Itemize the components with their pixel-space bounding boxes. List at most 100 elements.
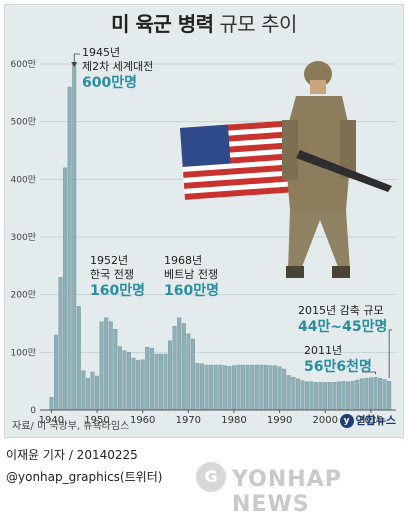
bar (346, 381, 351, 411)
x-tick-label: 1970 (176, 415, 201, 426)
bar (273, 365, 278, 411)
bar (268, 365, 273, 411)
leader-ww2 (73, 53, 80, 62)
agency-logo: y 연합뉴스 (339, 412, 396, 428)
bar (327, 382, 332, 411)
leader-2015 (388, 329, 392, 379)
reporter-credit: 이재윤 기자 / 20140225 (6, 448, 138, 462)
bar (204, 364, 209, 411)
bar (122, 350, 127, 411)
bar (318, 382, 323, 411)
bar (149, 348, 154, 411)
annotation-korea-value: 160만명 (90, 283, 145, 299)
y-tick-label: 300만 (11, 232, 36, 243)
title-light: 규모 추이 (219, 12, 297, 36)
bar (250, 364, 255, 411)
bar (63, 167, 68, 411)
bar (300, 380, 305, 411)
annotation-2011-value: 56만6천명 (304, 359, 372, 375)
bar (364, 378, 369, 411)
annotation-ww2-year: 1945년 (82, 46, 121, 59)
annotation-2015-label: 2015년 감축 규모 (298, 304, 384, 317)
bar (72, 63, 77, 411)
agency-name: 연합뉴스 (355, 414, 396, 427)
annotation-leaders (71, 53, 392, 379)
annotation-vietnam-event: 베트남 전쟁 (164, 268, 219, 281)
bar (67, 86, 72, 411)
soldier-icon (282, 61, 392, 278)
bar (81, 370, 86, 411)
bar (236, 364, 241, 411)
annotation-vietnam-year: 1968년 (164, 254, 203, 267)
annotation-ww2-event: 제2차 세계대전 (82, 60, 154, 73)
bar (140, 359, 145, 411)
arrow-ww2 (71, 62, 78, 67)
bar (222, 365, 227, 411)
annotation-ww2-value: 600만명 (82, 75, 137, 91)
bar (277, 366, 282, 411)
bar (53, 334, 58, 411)
watermark-logo-icon: G (196, 462, 226, 492)
bar (368, 377, 373, 411)
bar (200, 363, 205, 411)
bar (254, 364, 259, 411)
annotation-2015: 2015년 감축 규모 44만~45만명 (298, 304, 387, 336)
bar (218, 364, 223, 411)
annotation-2011-year: 2011년 (304, 344, 343, 357)
agency-logo-icon: y (339, 414, 354, 428)
annotation-korea-year: 1952년 (90, 254, 129, 267)
bar (131, 357, 136, 411)
bar (76, 306, 81, 411)
bar (85, 378, 90, 411)
y-tick-label: 600만 (11, 59, 36, 70)
annotation-2011: 2011년 56만6천명 (304, 344, 372, 376)
bar (213, 364, 218, 411)
bar (177, 317, 182, 411)
bar (355, 379, 360, 411)
source-note: 자료/ 미 국방부, 뉴욕타임스 (12, 421, 130, 432)
bar (113, 329, 118, 411)
x-tick-label: 1990 (267, 415, 292, 426)
y-tick-label: 200만 (11, 290, 36, 301)
bar (378, 378, 383, 411)
bar (259, 364, 264, 411)
watermark-text: YONHAP NEWS (232, 467, 342, 517)
y-axis-ticks: 0 100만 200만 300만 400만 500만 600만 (11, 59, 37, 416)
bar (286, 375, 291, 411)
bar (373, 377, 378, 411)
bar (58, 277, 63, 411)
annotation-korea: 1952년 한국 전쟁 160만명 (90, 254, 145, 300)
bar (314, 382, 319, 411)
x-tick-label: 2000 (313, 415, 338, 426)
bar (209, 364, 214, 411)
leader-2011 (362, 371, 376, 375)
bar (136, 360, 141, 411)
page-title: 미 육군 병력 규모 추이 (0, 8, 408, 37)
bar (172, 326, 177, 411)
bar (163, 353, 168, 411)
bar (195, 363, 200, 411)
bar (108, 321, 113, 411)
bar (282, 368, 287, 411)
bar (332, 382, 337, 411)
bar (127, 352, 131, 411)
bar (117, 346, 122, 411)
bar (359, 378, 364, 411)
watermark: YONHAP NEWS (232, 467, 408, 517)
annotation-vietnam: 1968년 베트남 전쟁 160만명 (164, 254, 219, 300)
annotation-vietnam-value: 160만명 (164, 283, 219, 299)
bar (145, 346, 150, 411)
annotation-ww2: 1945년 제2차 세계대전 600만명 (82, 46, 153, 92)
bar (95, 375, 100, 411)
x-tick-label: 2010 (358, 415, 383, 426)
bar (231, 365, 236, 411)
annotation-korea-event: 한국 전쟁 (90, 268, 134, 281)
bar (309, 381, 314, 411)
y-tick-label: 0 (30, 406, 36, 416)
us-flag-icon (180, 120, 295, 200)
bar (245, 364, 250, 411)
bar (186, 333, 191, 411)
bar (104, 317, 109, 411)
bar (341, 380, 346, 411)
